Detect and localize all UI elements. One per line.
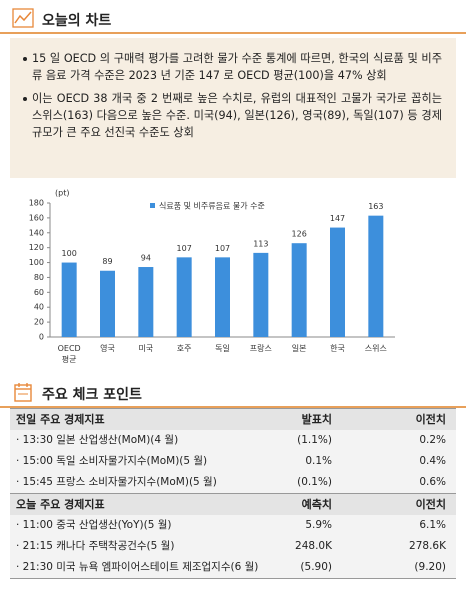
y-tick-label: 100 — [29, 258, 44, 267]
table-cell: · 15:00 독일 소비자물가지수(MoM)(5 월) — [16, 455, 208, 467]
table-row: · 13:30 일본 산업생산(MoM)(4 월) (1.1%) 0.2% — [10, 430, 456, 451]
value-label: 107 — [177, 244, 192, 253]
x-tick-label: 영국 — [100, 343, 115, 353]
value-label: 113 — [253, 239, 268, 248]
table-cell: · 13:30 일본 산업생산(MoM)(4 월) — [16, 434, 179, 446]
table-cell: · 15:45 프랑스 소비자물가지수(MoM)(5 월) — [16, 476, 217, 488]
bar — [330, 227, 345, 337]
x-tick-label: 독일 — [215, 344, 230, 353]
table-row: · 21:15 캐나다 주택착공건수(5 월) 248.0K 278.6K — [10, 536, 456, 557]
section-title: 주요 체크 포인트 — [42, 387, 142, 403]
summary-box: 15 일 OECD 의 구매력 평가를 고려한 물가 수준 통계에 따르면, 한… — [10, 38, 456, 178]
table-cell: 6.1% — [419, 519, 446, 531]
section-header: 주요 체크 포인트 — [0, 378, 466, 408]
table-cell: 278.6K — [409, 540, 446, 552]
bullet-dot — [23, 57, 27, 61]
header-cell: 예측치 — [301, 498, 332, 511]
value-label: 147 — [330, 214, 345, 223]
calendar-icon — [14, 383, 32, 402]
table-row: · 21:30 미국 뉴욕 엠파이어스테이트 제조업지수(6 월) (5.90) (… — [10, 557, 456, 579]
x-tick-label: 일본 — [292, 344, 307, 353]
table-cell: · 21:15 캐나다 주택착공건수(5 월) — [16, 540, 175, 552]
value-label: 100 — [62, 249, 77, 258]
bar — [138, 267, 154, 337]
table-cell: 0.4% — [419, 455, 446, 467]
bar — [368, 215, 384, 337]
x-tick-label: 프랑스 — [250, 343, 272, 353]
x-tick-label: 미국 — [138, 344, 153, 353]
table-cell: 0.6% — [419, 476, 446, 488]
header-cell: 전일 주요 경제지표 — [16, 413, 105, 426]
x-tick-label: 호주 — [177, 344, 192, 353]
header-cell: 발표치 — [301, 413, 332, 426]
y-tick-label: 140 — [29, 228, 44, 237]
section-title: 오늘의 차트 — [42, 13, 112, 29]
y-axis-label: (pt) — [55, 189, 69, 198]
value-label: 89 — [102, 257, 112, 266]
bullet-text: 이는 OECD 38 개국 중 2 번째로 높은 수치로, 유럽의 대표적인 고… — [32, 92, 442, 139]
table-row: · 15:00 독일 소비자물가지수(MoM)(5 월) 0.1% 0.4% — [10, 451, 456, 472]
y-tick-label: 180 — [29, 199, 44, 208]
y-tick-label: 80 — [34, 273, 44, 282]
table-header: 전일 주요 경제지표 발표치 이전치 — [10, 408, 456, 430]
x-tick-label: 스위스 — [365, 344, 387, 353]
bar — [253, 252, 269, 337]
x-tick-label: OECD 평균 — [58, 344, 81, 364]
bar — [100, 270, 115, 337]
bar — [215, 257, 230, 337]
bar — [176, 257, 192, 337]
bullet: 15 일 OECD 의 구매력 평가를 고려한 물가 수준 통계에 따르면, 한… — [23, 50, 442, 84]
y-tick-label: 160 — [29, 213, 44, 222]
y-tick-label: 120 — [29, 243, 44, 252]
chart: (pt) 0 20 40 60 80 100 120 140 160 180 식료품 및 비주류음료 … — [29, 189, 395, 364]
header-cell: 오늘 주요 경제지표 — [16, 498, 105, 511]
value-label: 163 — [368, 202, 383, 211]
header-cell: 이전치 — [415, 413, 446, 426]
legend-swatch — [150, 203, 155, 208]
table-cell: (0.1%) — [297, 476, 332, 488]
legend-label: 식료품 및 비주류음료 물가 수준 — [159, 201, 265, 211]
table-cell: · 11:00 중국 산업생산(YoY)(5 월) — [16, 519, 172, 531]
bar — [291, 243, 307, 337]
bar — [61, 262, 77, 337]
table-cell: 0.1% — [305, 455, 332, 467]
table-row: · 11:00 중국 산업생산(YoY)(5 월) 5.9% 6.1% — [10, 515, 456, 536]
bullet-text: 15 일 OECD 의 구매력 평가를 고려한 물가 수준 통계에 따르면, 한… — [32, 52, 442, 82]
table-cell: 248.0K — [295, 540, 332, 552]
table-cell: 0.2% — [419, 434, 446, 446]
table-cell: 5.9% — [305, 519, 332, 531]
y-tick-label: 40 — [34, 303, 44, 312]
indicator-table: 전일 주요 경제지표 발표치 이전치 · 13:30 일본 산업생산(MoM)(4 월… — [10, 408, 456, 494]
value-label: 94 — [141, 254, 151, 263]
y-tick-label: 0 — [39, 333, 44, 342]
bullet-dot — [23, 97, 27, 101]
bullet: 이는 OECD 38 개국 중 2 번째로 높은 수치로, 유럽의 대표적인 고… — [23, 90, 442, 141]
x-tick-label: 한국 — [330, 344, 345, 353]
y-tick-label: 60 — [34, 288, 44, 297]
value-label: 126 — [292, 230, 307, 239]
y-tick-label: 20 — [34, 318, 44, 327]
indicator-table: 오늘 주요 경제지표 예측치 이전치 · 11:00 중국 산업생산(YoY)(5 월… — [10, 493, 456, 579]
table-cell: (5.90) — [300, 561, 332, 573]
table-cell: · 21:30 미국 뉴욕 엠파이어스테이트 제조업지수(6 월) — [16, 561, 259, 573]
header-cell: 이전치 — [415, 498, 446, 511]
section-header: 오늘의 차트 — [0, 4, 466, 34]
table-row: · 15:45 프랑스 소비자물가지수(MoM)(5 월) (0.1%) 0.6% — [10, 472, 456, 494]
table-header: 오늘 주요 경제지표 예측치 이전치 — [10, 493, 456, 515]
table-cell: (9.20) — [414, 561, 446, 573]
chart-icon — [12, 8, 34, 28]
table-cell: (1.1%) — [297, 434, 332, 446]
value-label: 107 — [215, 244, 230, 253]
